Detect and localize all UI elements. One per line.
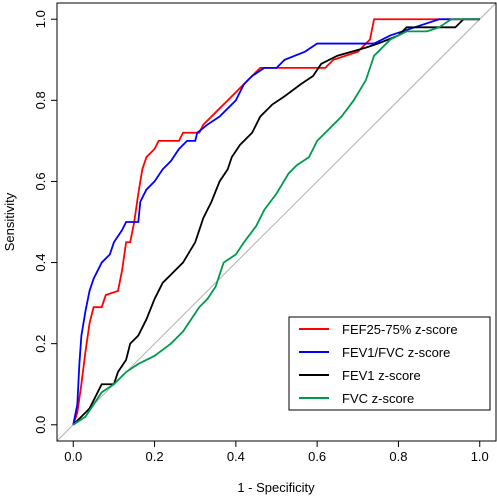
reference-diagonal xyxy=(56,2,497,442)
y-tick-label: 0.6 xyxy=(33,172,48,190)
y-tick-label: 0.4 xyxy=(33,254,48,272)
legend-box xyxy=(288,316,491,411)
x-tick-label: 1.0 xyxy=(471,449,489,464)
roc-curve xyxy=(72,18,480,426)
y-tick-label: 1.0 xyxy=(33,10,48,28)
x-tick-label: 0.2 xyxy=(146,449,164,464)
y-tick-label: 0.8 xyxy=(33,91,48,109)
y-tick-label: 0.2 xyxy=(33,335,48,353)
roc-curve xyxy=(72,18,480,426)
y-axis-title: Sensitivity xyxy=(2,192,17,251)
roc-curve xyxy=(72,18,480,425)
plot-frame xyxy=(56,2,497,442)
y-tick-label: 0.0 xyxy=(33,416,48,434)
x-tick-label: 0.4 xyxy=(227,449,245,464)
roc-curve xyxy=(72,18,480,426)
x-tick-label: 0.0 xyxy=(64,449,82,464)
x-axis-title: 1 - Specificity xyxy=(237,480,315,495)
legend-label: FEV1/FVC z-score xyxy=(342,345,450,360)
legend-label: FVC z-score xyxy=(342,391,414,406)
legend-label: FEF25-75% z-score xyxy=(342,322,458,337)
legend-label: FEV1 z-score xyxy=(342,368,421,383)
x-tick-label: 0.6 xyxy=(308,449,326,464)
x-tick-label: 0.8 xyxy=(389,449,407,464)
